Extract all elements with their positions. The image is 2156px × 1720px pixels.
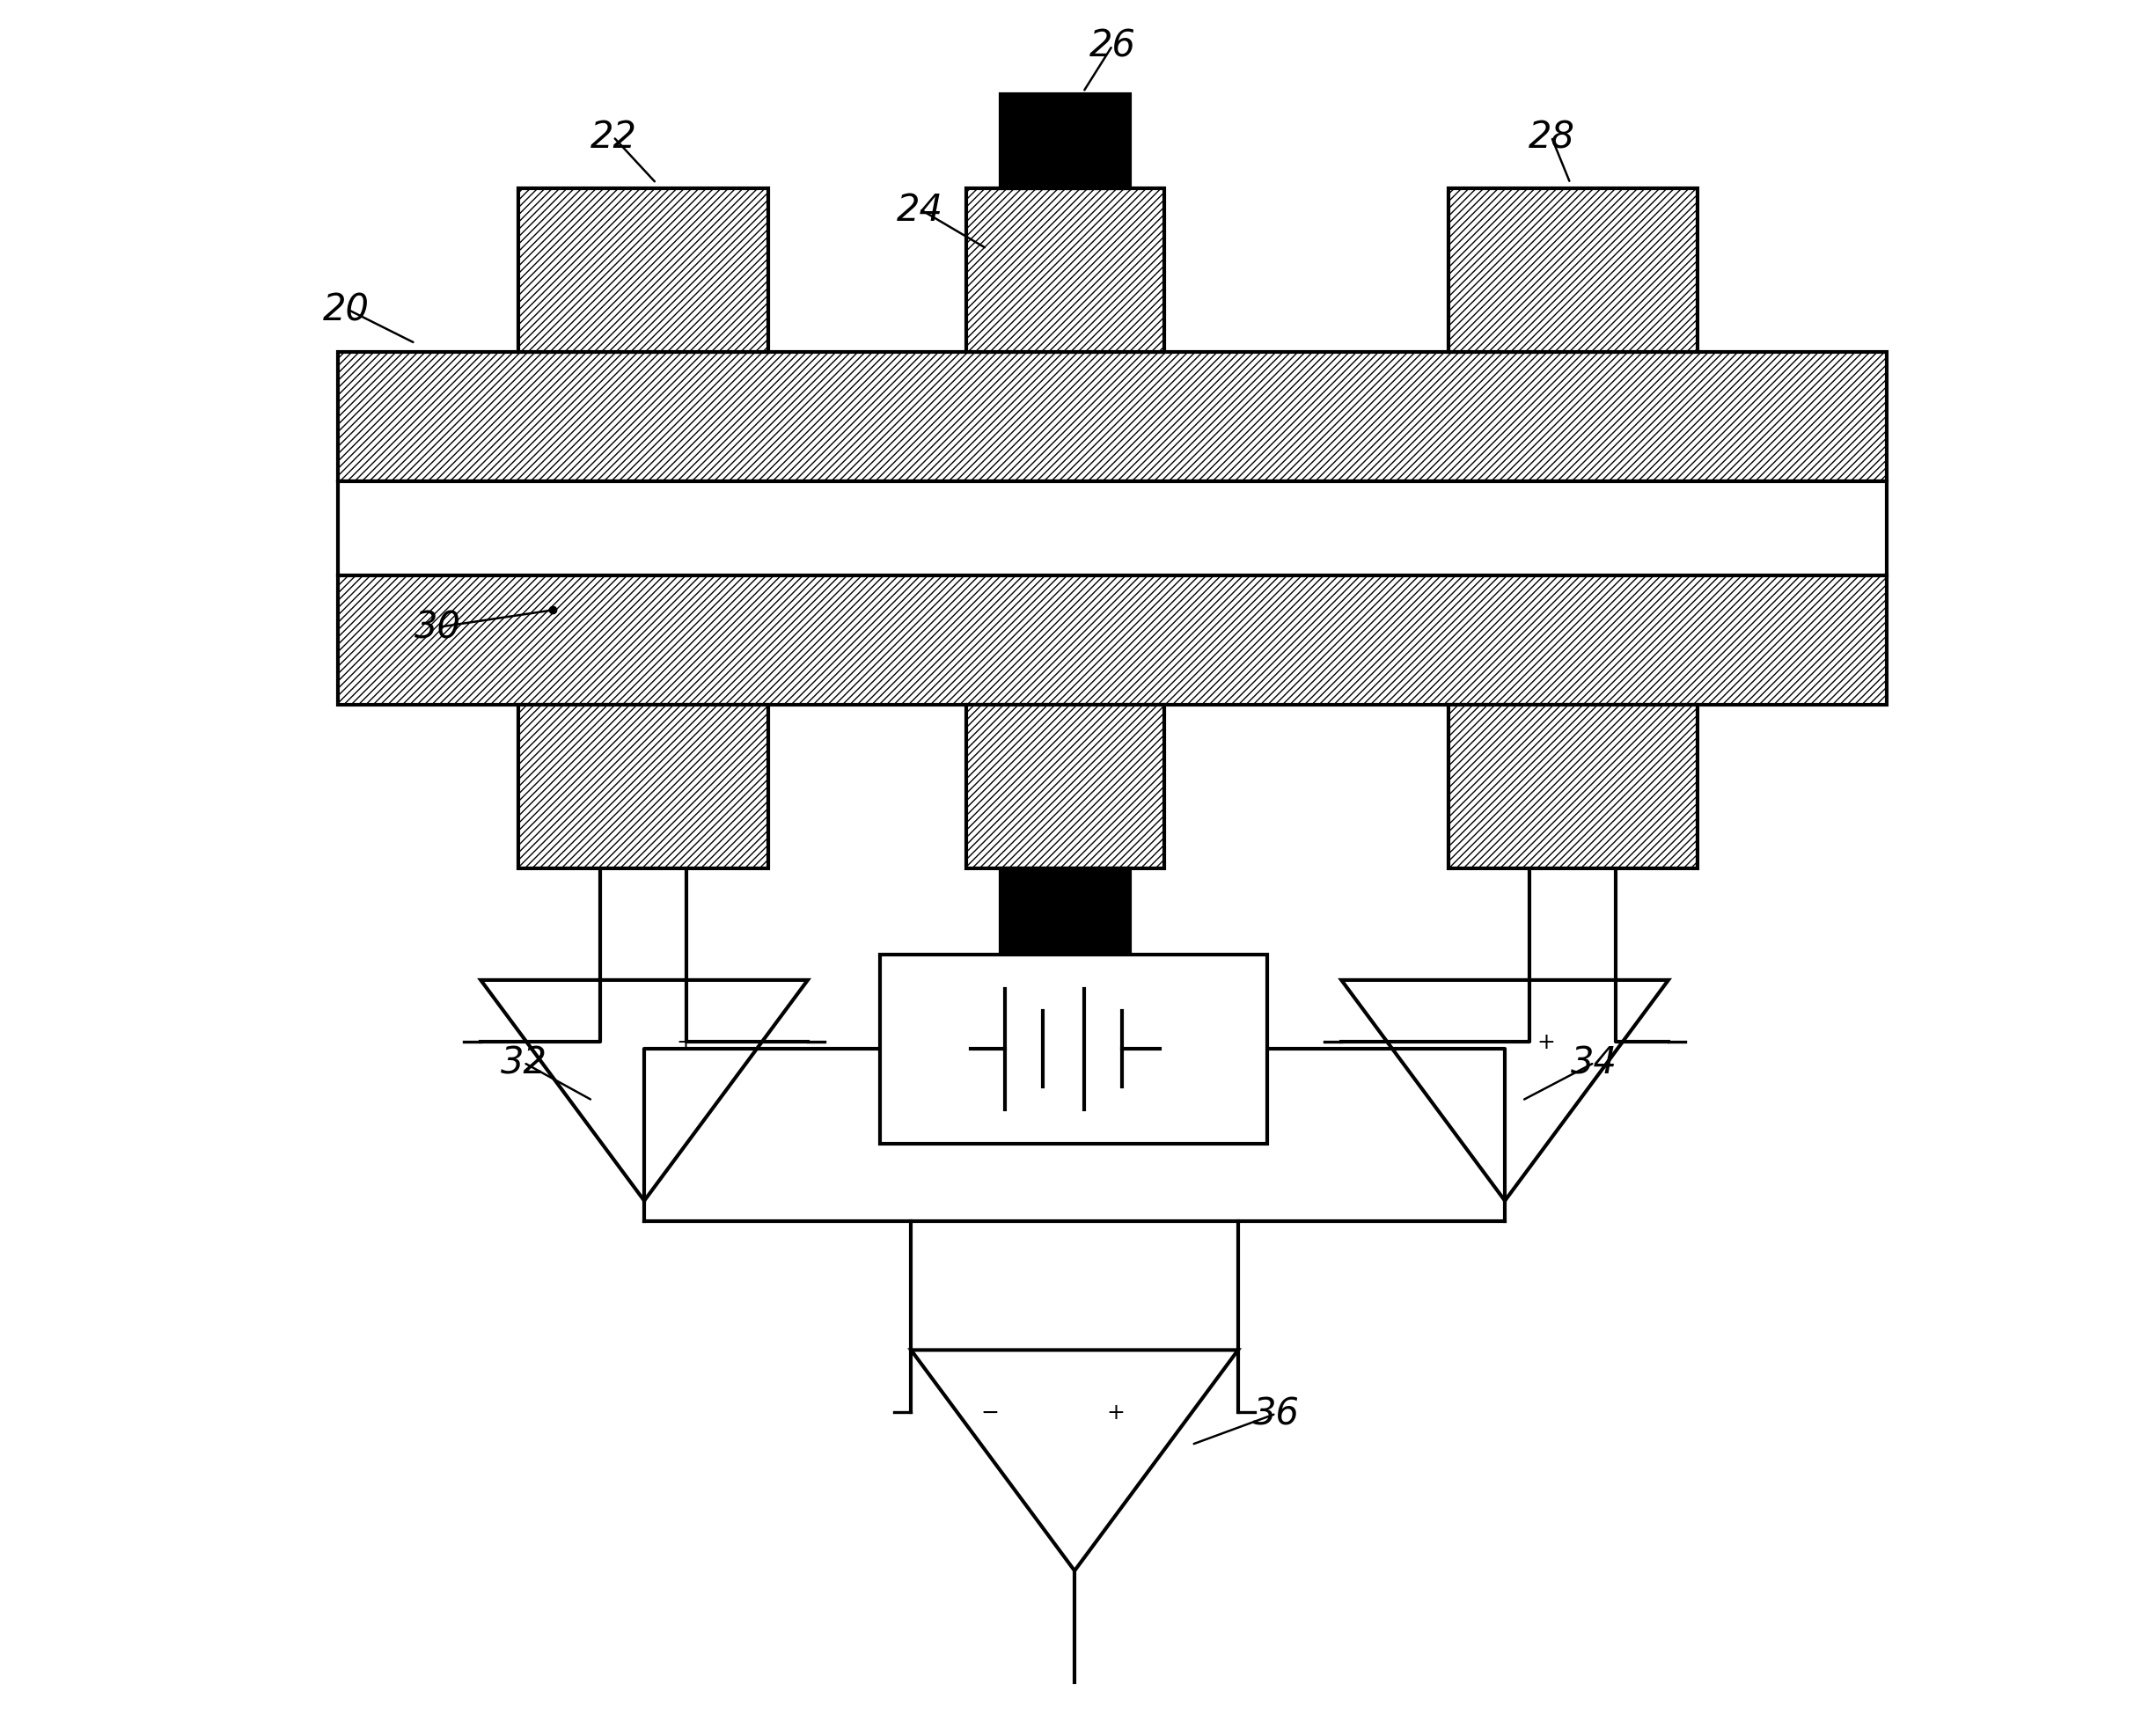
- Bar: [966, 189, 1164, 353]
- Bar: [338, 576, 1886, 705]
- Text: +: +: [1106, 1402, 1125, 1422]
- Text: −: −: [981, 1402, 998, 1422]
- Bar: [1000, 869, 1130, 951]
- Text: 36: 36: [1253, 1395, 1300, 1433]
- Bar: [1449, 189, 1697, 353]
- Bar: [966, 705, 1164, 869]
- Bar: [1000, 95, 1130, 189]
- Text: 26: 26: [1089, 28, 1136, 65]
- Text: +: +: [677, 1032, 694, 1053]
- Bar: [520, 705, 768, 869]
- Text: 30: 30: [414, 609, 461, 647]
- Text: 34: 34: [1572, 1044, 1617, 1082]
- Text: −: −: [550, 1032, 569, 1053]
- Bar: [1449, 705, 1697, 869]
- Bar: [880, 955, 1268, 1144]
- Text: 22: 22: [591, 119, 636, 157]
- Text: 20: 20: [323, 291, 371, 329]
- Text: 32: 32: [500, 1044, 548, 1082]
- Text: +: +: [1537, 1032, 1554, 1053]
- Text: 24: 24: [897, 191, 942, 229]
- Bar: [338, 353, 1886, 482]
- Text: 28: 28: [1529, 119, 1574, 157]
- Text: −: −: [1410, 1032, 1429, 1053]
- Bar: [520, 189, 768, 353]
- Bar: [338, 482, 1886, 576]
